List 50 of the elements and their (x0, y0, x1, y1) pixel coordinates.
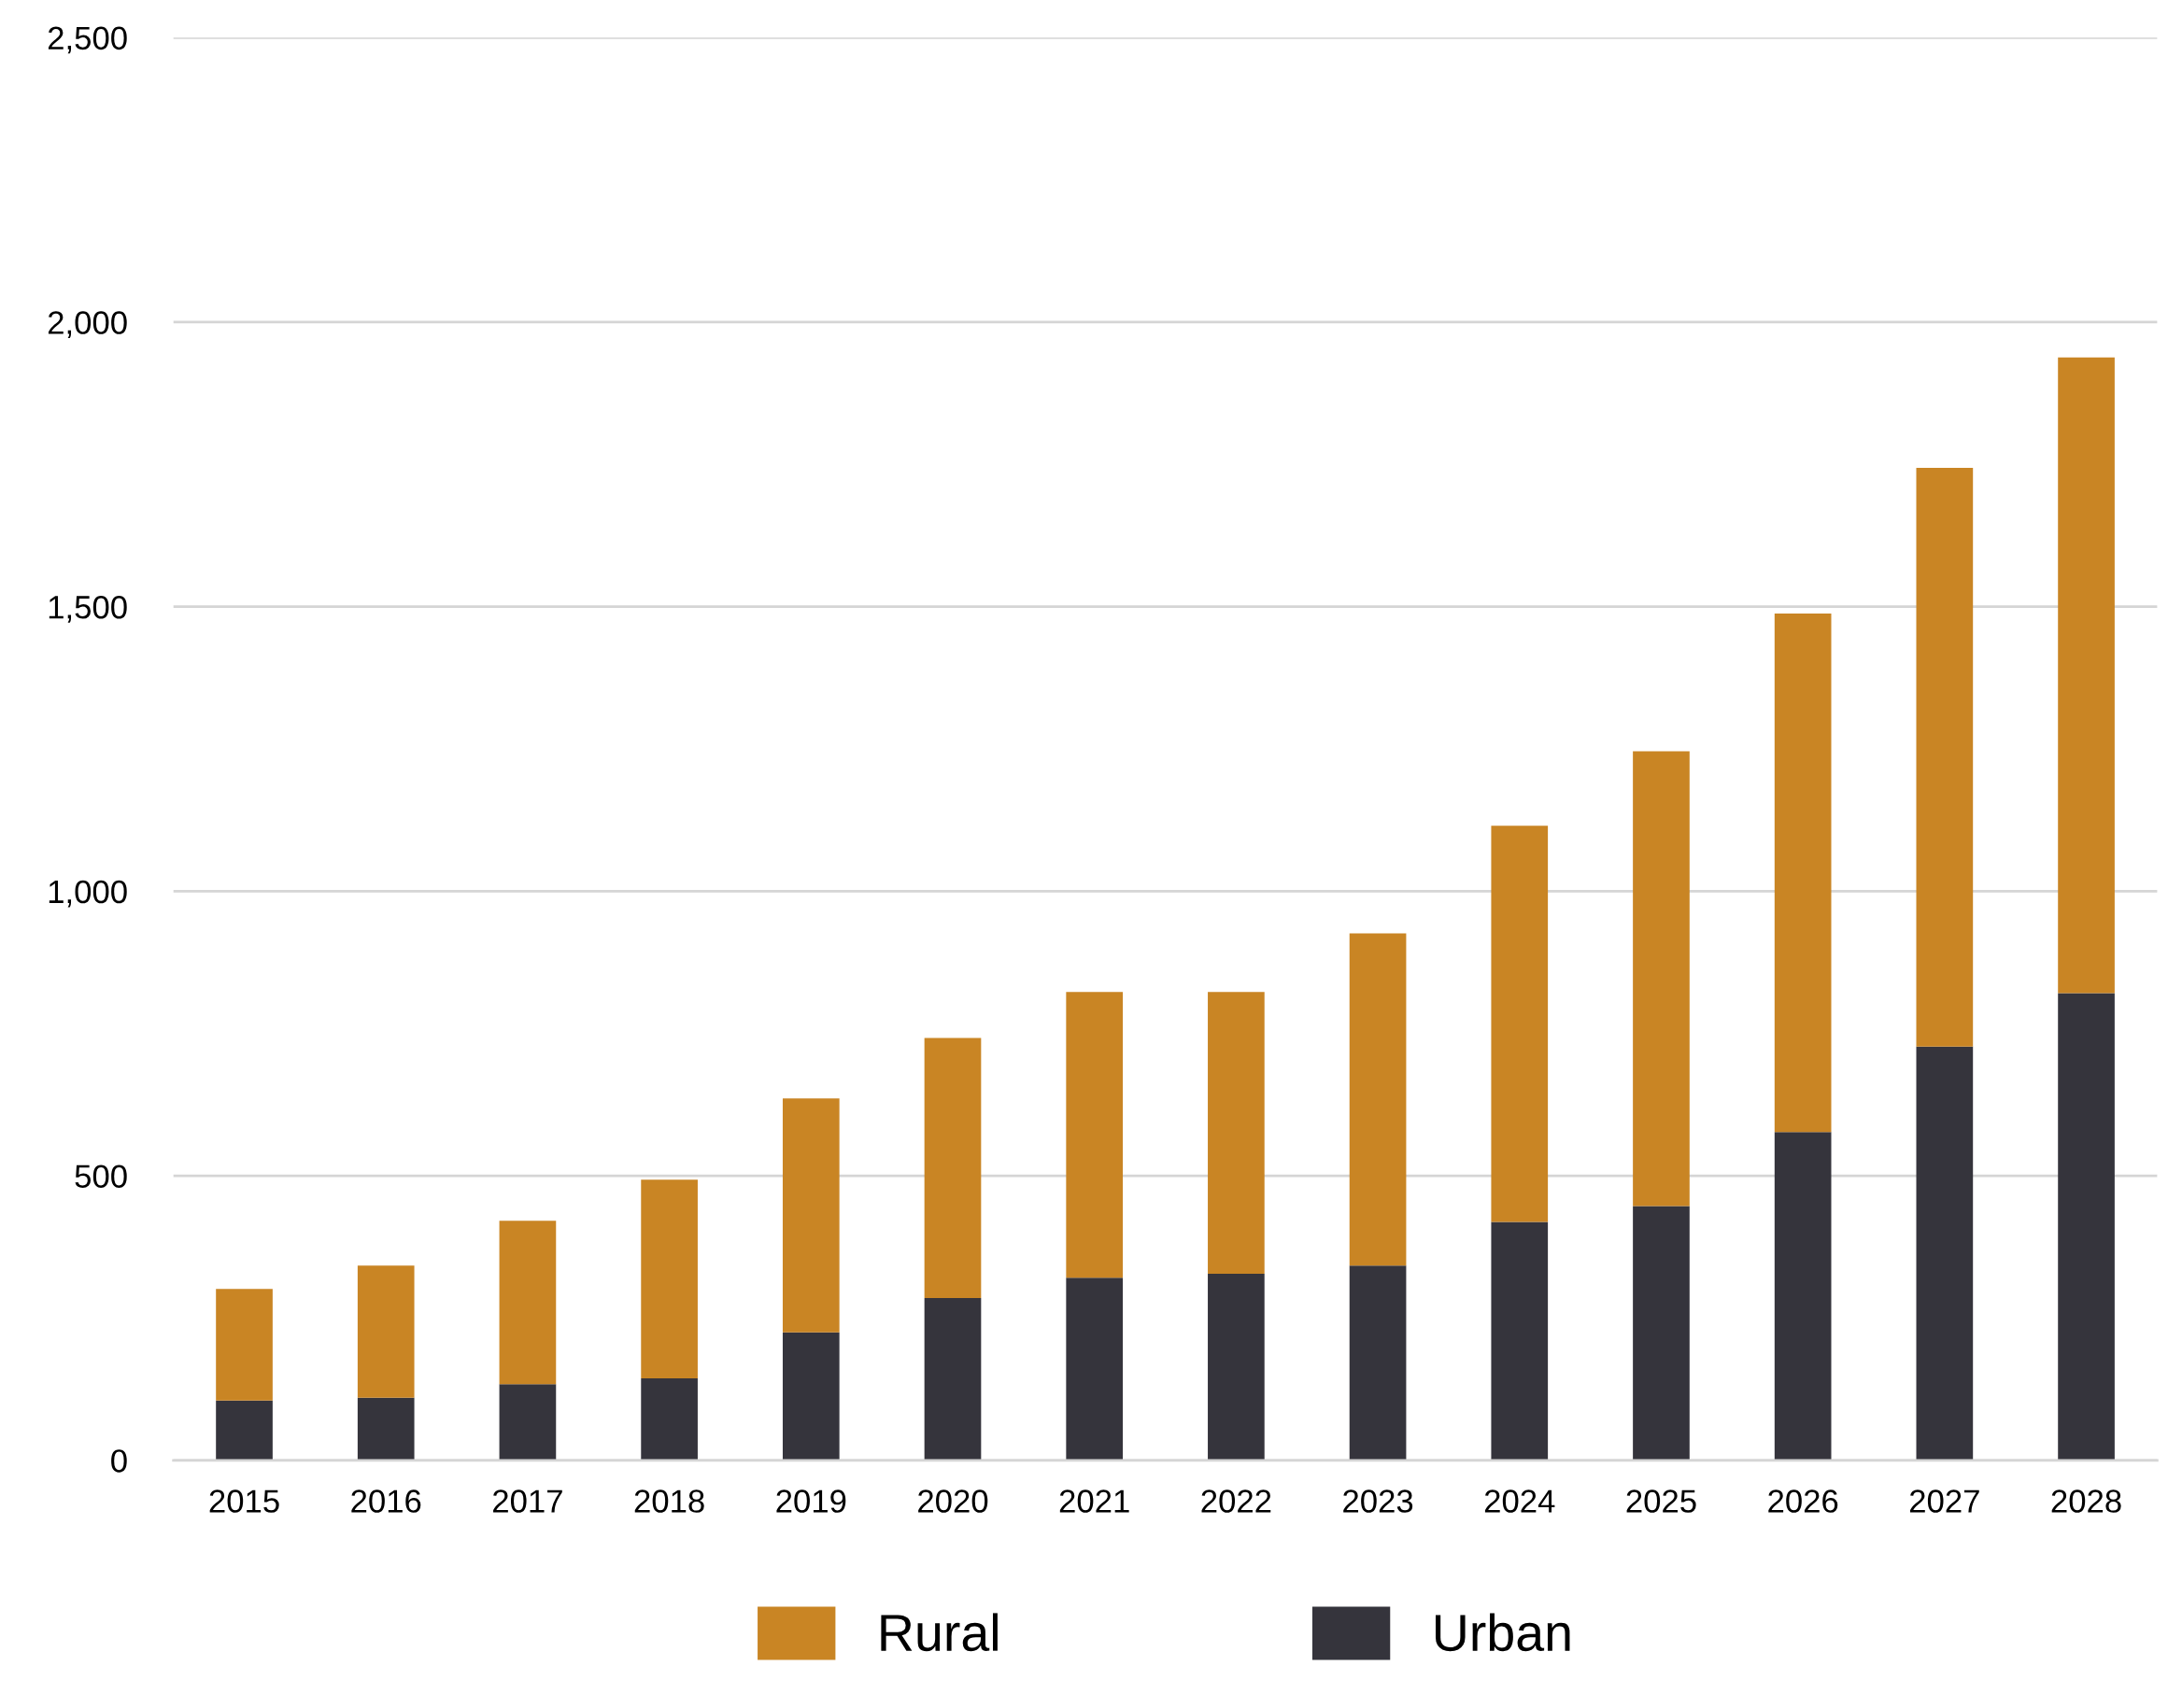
bar (1066, 992, 1124, 1278)
x-tick-label: 2023 (1343, 1489, 1413, 1513)
bar (641, 1179, 698, 1379)
bar (499, 1221, 557, 1385)
bar (1491, 826, 1549, 1222)
bar (1916, 467, 1974, 1047)
x-tick-label: 2027 (1909, 1489, 1979, 1513)
bar (1066, 1277, 1124, 1461)
bar (782, 1332, 840, 1461)
bar (1349, 933, 1407, 1266)
x-tick-label: 2015 (209, 1489, 279, 1513)
bar (782, 1098, 840, 1333)
x-tick-label: 2024 (1484, 1489, 1555, 1513)
x-tick-label: 2019 (776, 1489, 846, 1513)
y-tick-label: 2,500 (48, 26, 127, 54)
bar (2058, 357, 2115, 994)
bar (1208, 992, 1265, 1274)
bar (499, 1384, 557, 1461)
bar (1349, 1265, 1407, 1461)
y-tick-label: 0 (111, 1449, 127, 1473)
y-tick-label: 1,500 (49, 596, 127, 623)
bar (357, 1265, 415, 1398)
bar (357, 1397, 415, 1461)
bar (2058, 993, 2115, 1461)
x-tick-label: 2022 (1201, 1489, 1271, 1513)
bar (1774, 613, 1832, 1133)
legend-label: Rural (881, 1613, 998, 1652)
y-tick-label: 1,000 (49, 880, 127, 908)
bar (216, 1289, 273, 1401)
bar (924, 1298, 982, 1461)
x-tick-label: 2016 (351, 1489, 421, 1513)
bar (1491, 1221, 1549, 1461)
x-tick-label: 2025 (1626, 1489, 1696, 1513)
bar (1633, 751, 1690, 1207)
y-tick-label: 500 (75, 1165, 127, 1189)
x-tick-label: 2018 (634, 1489, 704, 1513)
x-tick-label: 2017 (493, 1489, 562, 1513)
x-tick-label: 2020 (918, 1489, 988, 1513)
bar (924, 1038, 982, 1299)
x-tick-label: 2026 (1768, 1489, 1838, 1513)
x-tick-label: 2028 (2051, 1489, 2121, 1513)
bar (1774, 1132, 1832, 1461)
bar (641, 1378, 698, 1461)
bar (1208, 1273, 1265, 1461)
legend-label: Urban (1435, 1613, 1570, 1652)
x-tick-label: 2021 (1059, 1489, 1129, 1513)
bar (1633, 1206, 1690, 1461)
bar (216, 1400, 273, 1461)
y-tick-label: 2,000 (48, 311, 127, 338)
bar (1916, 1046, 1974, 1461)
